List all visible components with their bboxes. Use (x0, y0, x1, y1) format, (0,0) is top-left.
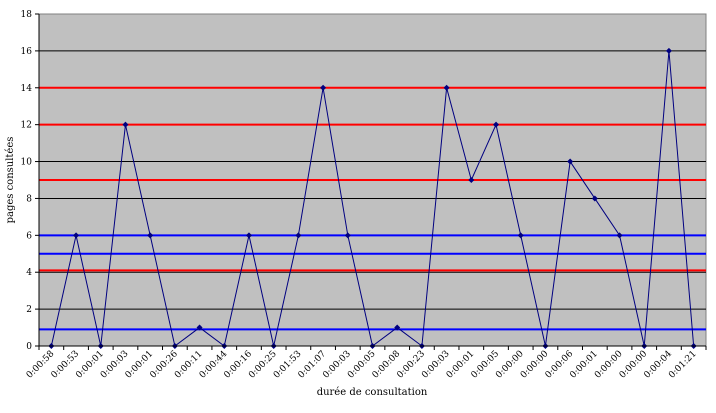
y-tick-label: 6 (26, 231, 32, 241)
series-line (48, 47, 697, 349)
data-point (468, 177, 475, 183)
y-tick-label: 4 (26, 268, 32, 278)
data-point (196, 324, 203, 331)
y-tick-label: 18 (21, 10, 33, 20)
data-point (443, 84, 450, 91)
data-point (245, 232, 252, 239)
data-point (73, 232, 80, 239)
data-point (591, 195, 598, 202)
data-point (320, 84, 327, 91)
data-point (344, 232, 351, 239)
data-point (394, 324, 401, 331)
data-point (493, 121, 500, 128)
data-point (616, 232, 623, 239)
y-tick-label: 14 (21, 84, 33, 94)
data-point (122, 121, 129, 128)
data-point (665, 47, 672, 54)
y-tick-label: 16 (21, 47, 33, 57)
y-axis-ticks: 0 2 4 6 8 10 12 14 16 18 (21, 10, 706, 352)
x-tick-label: 0:01:21 (667, 349, 699, 381)
data-point (567, 158, 574, 165)
y-tick-label: 8 (26, 194, 32, 204)
y-tick-label: 2 (26, 305, 32, 315)
data-point (295, 232, 302, 239)
x-axis-title: durée de consultation (317, 387, 428, 398)
x-axis-ticks: 0:00:580:00:530:00:010:00:030:00:010:00:… (25, 346, 707, 381)
y-tick-label: 10 (21, 158, 33, 168)
data-point (517, 232, 524, 239)
y-tick-label: 0 (26, 342, 32, 352)
data-point (147, 232, 154, 239)
y-axis-title: pages consultées (5, 137, 16, 224)
y-tick-label: 12 (21, 121, 32, 131)
